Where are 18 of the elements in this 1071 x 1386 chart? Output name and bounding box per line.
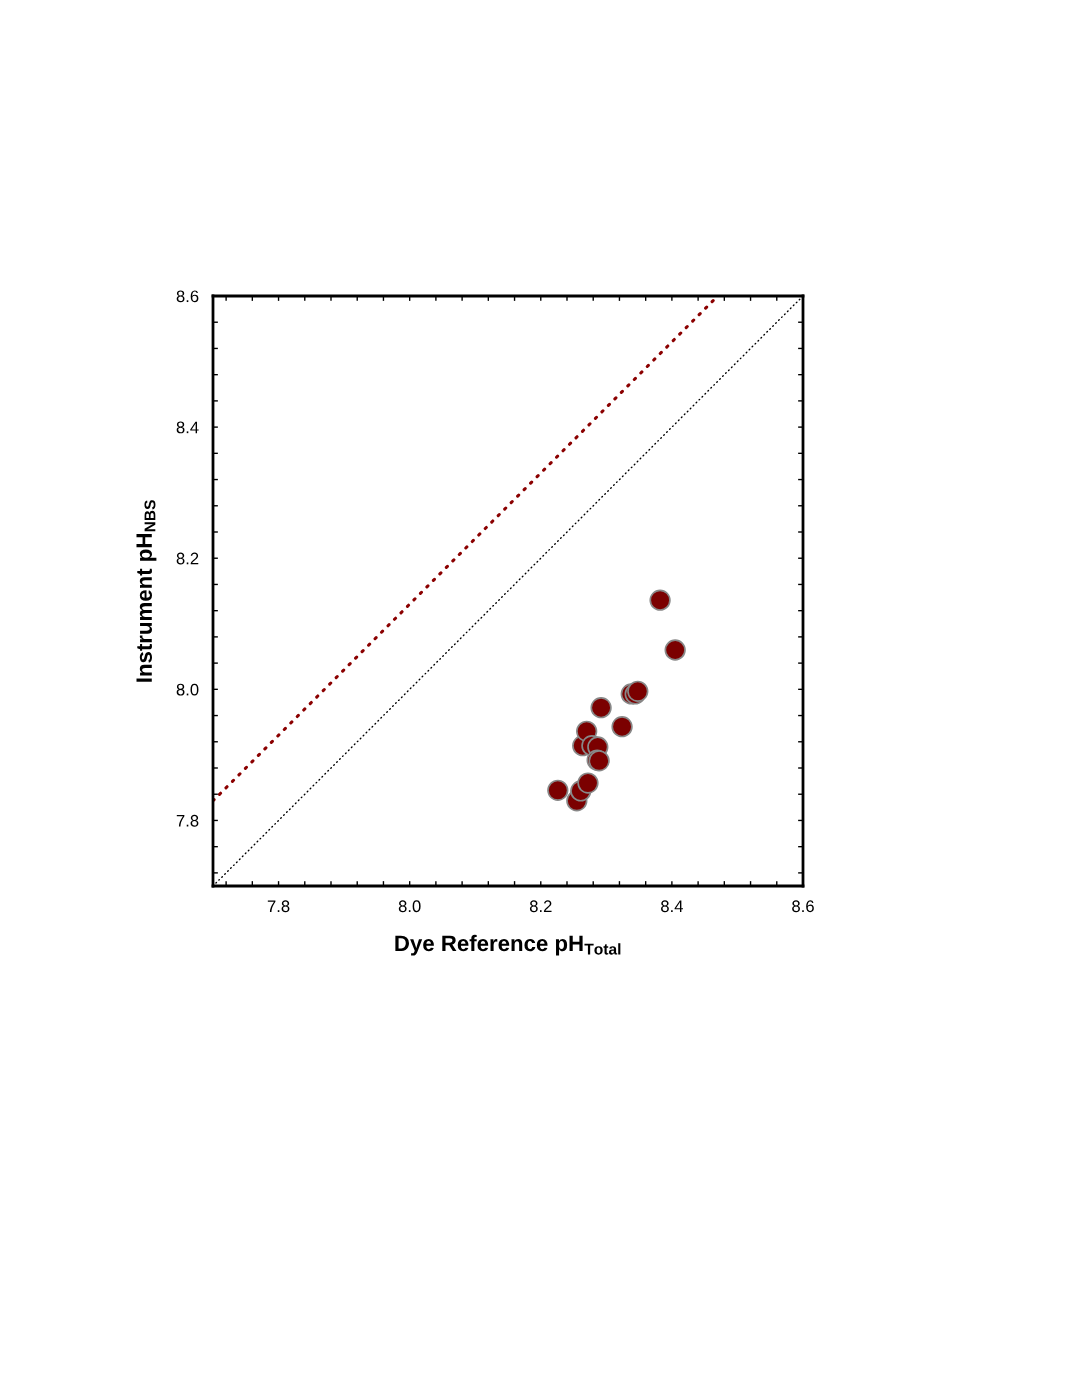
- y-tick-label: 8.0: [176, 683, 199, 696]
- point: [664, 639, 686, 661]
- point: [649, 589, 671, 611]
- point: [611, 716, 633, 738]
- y-axis-title: Instrument pH$_{NBS}$: [136, 500, 157, 682]
- x-tick-label: 8.4: [661, 900, 683, 913]
- point: [547, 779, 569, 801]
- x-tick-label: 8.0: [398, 900, 421, 913]
- y-tick-label: 8.4: [176, 421, 199, 434]
- x-tick-label: 8.2: [529, 900, 552, 913]
- x-axis-title: Dye Reference pH$_{Total}$: [395, 934, 621, 956]
- point: [590, 697, 612, 719]
- y-tick-label: 8.6: [176, 290, 199, 303]
- y-tick-label: 8.2: [176, 552, 199, 565]
- y-tick-label: 7.8: [176, 814, 199, 827]
- x-tick-label: 7.8: [267, 900, 290, 913]
- x-tick-label: 8.6: [792, 900, 814, 913]
- point: [577, 772, 599, 794]
